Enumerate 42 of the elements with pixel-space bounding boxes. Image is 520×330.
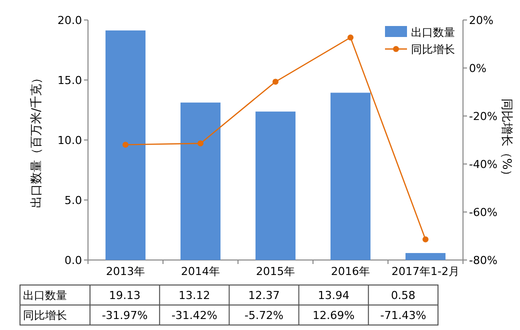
data-label: 13.94 — [318, 289, 350, 302]
bar — [180, 102, 220, 260]
data-label: 19.13 — [109, 289, 141, 302]
point — [422, 236, 428, 242]
x-tick-label: 2017年1-2月 — [392, 265, 460, 278]
data-label: 13.12 — [178, 289, 210, 302]
legend-label: 同比增长 — [411, 43, 455, 56]
y2-tick-label: -20% — [469, 110, 498, 123]
y-axis-title: 出口数量（百万米/千克） — [29, 72, 43, 208]
y-tick-label: 20.0 — [58, 14, 82, 27]
legend-label: 出口数量 — [411, 26, 455, 39]
y2-tick-label: 0% — [469, 62, 486, 75]
x-tick-label: 2013年 — [106, 265, 145, 278]
data-label: 12.37 — [248, 289, 280, 302]
x-tick-label: 2014年 — [181, 265, 220, 278]
text: 同比增长 — [23, 309, 67, 322]
x-tick-label: 2015年 — [256, 265, 295, 278]
y2-tick-label: -60% — [469, 206, 498, 219]
bar — [406, 253, 446, 260]
y-tick-label: 5.0 — [64, 194, 82, 207]
data-label: -71.43% — [380, 309, 426, 322]
point — [198, 140, 204, 146]
data-label: 0.58 — [390, 289, 416, 302]
bar — [256, 112, 296, 260]
data-label: -31.42% — [171, 309, 218, 322]
point — [348, 34, 354, 41]
bar — [106, 30, 146, 260]
point — [122, 142, 128, 148]
x-tick-label: 2016年 — [331, 265, 370, 278]
y-tick-label: 0.0 — [64, 254, 82, 267]
y2-tick-label: 20% — [469, 14, 494, 27]
y2-tick-label: -40% — [469, 158, 498, 171]
y-tick-label: 15.0 — [58, 74, 82, 87]
point — [272, 78, 278, 85]
text: 出口数量 — [23, 289, 67, 302]
data-label: -5.72% — [244, 309, 284, 322]
data-label: -31.97% — [102, 309, 148, 322]
y-tick-label: 10.0 — [58, 134, 82, 147]
y2-tick-label: -80% — [469, 254, 498, 267]
bar — [330, 92, 370, 260]
y2-axis-title: 同比增长（%） — [500, 98, 514, 182]
data-label: 12.69% — [312, 309, 355, 322]
